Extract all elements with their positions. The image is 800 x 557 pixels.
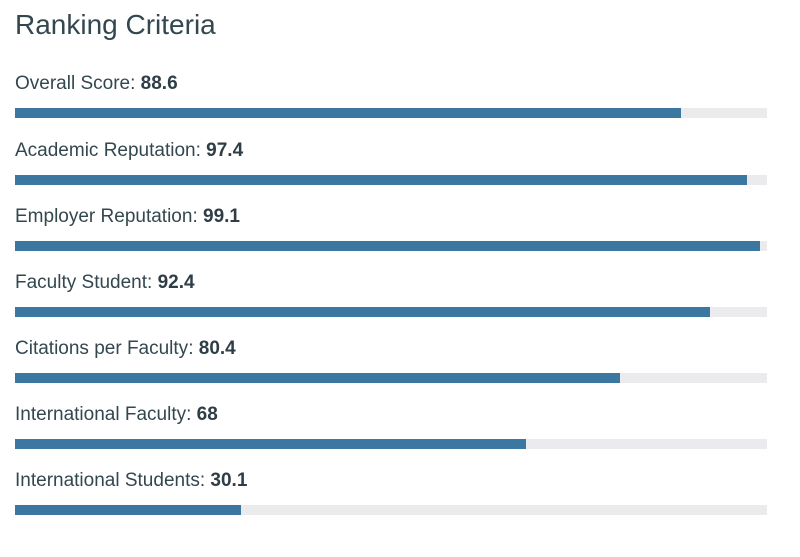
score-bar-track <box>15 505 767 515</box>
criterion-score: 30.1 <box>210 470 248 491</box>
criterion-citations-per-faculty: Citations per Faculty: 80.4 <box>15 325 767 391</box>
criterion-name: International Faculty <box>15 404 187 425</box>
criterion-name: Employer Reputation <box>15 206 193 227</box>
criterion-academic-reputation: Academic Reputation: 97.4 <box>15 127 767 193</box>
criterion-score: 88.6 <box>140 73 178 94</box>
score-bar-track <box>15 439 767 449</box>
criterion-score: 68 <box>196 404 218 425</box>
criterion-score: 92.4 <box>157 272 195 293</box>
score-bar-fill <box>15 505 242 515</box>
criteria-list: Overall Score: 88.6 Academic Reputation:… <box>15 54 767 523</box>
score-bar-track <box>15 108 767 118</box>
score-bar-track <box>15 373 767 383</box>
criterion-score: 99.1 <box>203 206 240 227</box>
score-bar-fill <box>15 108 682 118</box>
ranking-criteria-panel: Ranking Criteria Overall Score: 88.6 Aca… <box>15 0 767 523</box>
criterion-label: Citations per Faculty: 80.4 <box>15 338 236 359</box>
criterion-label: International Students: 30.1 <box>15 470 248 491</box>
criterion-name: Academic Reputation <box>15 140 196 161</box>
score-bar-track <box>15 307 767 317</box>
criterion-label: Faculty Student: 92.4 <box>15 272 195 293</box>
criterion-label: Academic Reputation: 97.4 <box>15 140 244 161</box>
criterion-name: Faculty Student <box>15 272 148 293</box>
score-bar-track <box>15 175 767 185</box>
criterion-name: Citations per Faculty <box>15 338 189 359</box>
criterion-score: 97.4 <box>206 140 244 161</box>
score-bar-fill <box>15 307 710 317</box>
criterion-international-faculty: International Faculty: 68 <box>15 391 767 457</box>
criterion-name: International Students <box>15 470 200 491</box>
score-bar-fill <box>15 439 527 449</box>
criterion-overall-score: Overall Score: 88.6 <box>15 54 767 127</box>
criterion-employer-reputation: Employer Reputation: 99.1 <box>15 193 767 259</box>
criterion-international-students: International Students: 30.1 <box>15 457 767 523</box>
criterion-label: Overall Score: 88.6 <box>15 73 178 94</box>
score-bar-fill <box>15 373 620 383</box>
criterion-faculty-student: Faculty Student: 92.4 <box>15 259 767 325</box>
score-bar-fill <box>15 175 748 185</box>
criterion-name: Overall Score <box>15 73 131 94</box>
criterion-label: International Faculty: 68 <box>15 404 218 425</box>
panel-title: Ranking Criteria <box>15 9 216 40</box>
score-bar-fill <box>15 241 761 251</box>
score-bar-track <box>15 241 767 251</box>
criterion-score: 80.4 <box>198 338 236 359</box>
criterion-label: Employer Reputation: 99.1 <box>15 206 240 227</box>
